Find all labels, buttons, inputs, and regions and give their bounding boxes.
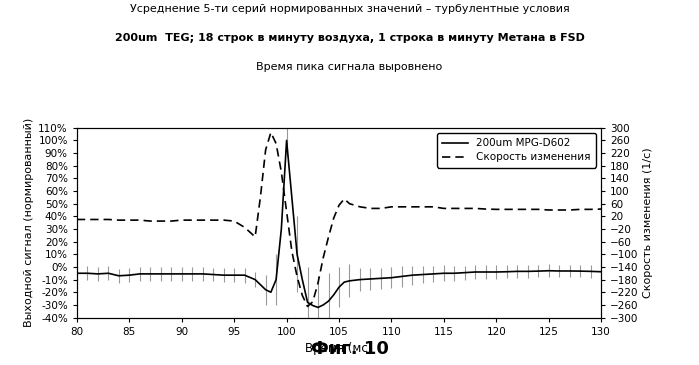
200um MPG-D602 — [314, 305, 322, 310]
200um MPG-D602 — [282, 138, 291, 143]
Скорость изменения — [266, 130, 275, 135]
200um MPG-D602 — [387, 276, 396, 280]
Legend: 200um MPG-D602, Скорость изменения: 200um MPG-D602, Скорость изменения — [437, 133, 596, 168]
200um MPG-D602 — [597, 270, 605, 274]
Скорость изменения — [199, 218, 207, 222]
Скорость изменения — [366, 206, 375, 211]
Скорость изменения — [335, 203, 343, 207]
Text: Фиг. 10: Фиг. 10 — [310, 340, 389, 358]
X-axis label: Время (мс): Время (мс) — [305, 342, 373, 355]
Text: 200um  TEG; 18 строк в минуту воздуха, 1 строка в минуту Метана в FSD: 200um TEG; 18 строк в минуту воздуха, 1 … — [115, 33, 584, 43]
Скорость изменения — [303, 304, 312, 309]
200um MPG-D602 — [178, 272, 186, 276]
Скорость изменения — [272, 141, 280, 146]
Line: Скорость изменения: Скорость изменения — [77, 132, 601, 307]
Скорость изменения — [597, 207, 605, 211]
200um MPG-D602 — [73, 271, 81, 276]
Y-axis label: Выходной сигнал (нормированный): Выходной сигнал (нормированный) — [24, 118, 34, 327]
Text: Усреднение 5-ти серий нормированных значений – турбулентные условия: Усреднение 5-ти серий нормированных знач… — [129, 4, 570, 14]
200um MPG-D602 — [230, 273, 238, 277]
200um MPG-D602 — [251, 277, 259, 282]
200um MPG-D602 — [266, 290, 275, 295]
Y-axis label: Скорость изменения (1/с): Скорость изменения (1/с) — [643, 147, 653, 298]
Скорость изменения — [219, 218, 228, 222]
200um MPG-D602 — [261, 288, 270, 292]
Text: Время пика сигнала выровнено: Время пика сигнала выровнено — [257, 62, 442, 72]
Скорость изменения — [73, 217, 81, 222]
Line: 200um MPG-D602: 200um MPG-D602 — [77, 141, 601, 307]
Скорость изменения — [534, 207, 542, 212]
